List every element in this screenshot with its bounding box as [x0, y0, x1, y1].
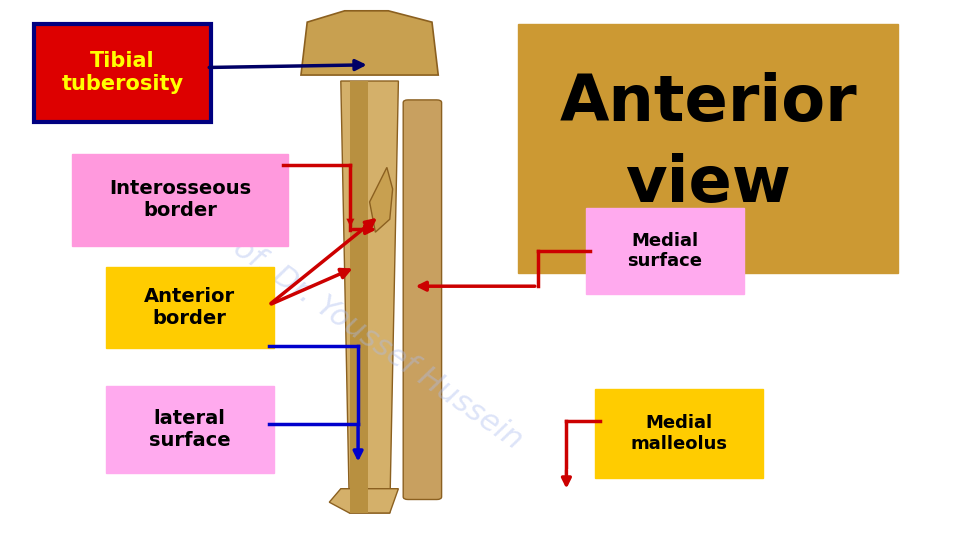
Text: Prof. Dr. Youssef Hussein: Prof. Dr. Youssef Hussein	[203, 215, 527, 455]
Polygon shape	[370, 167, 393, 232]
Text: Anterior
border: Anterior border	[144, 287, 235, 328]
Polygon shape	[301, 11, 438, 75]
Polygon shape	[329, 489, 398, 513]
Text: Tibial
tuberosity: Tibial tuberosity	[61, 51, 183, 94]
FancyBboxPatch shape	[72, 154, 288, 246]
FancyBboxPatch shape	[34, 24, 211, 122]
FancyBboxPatch shape	[403, 100, 442, 500]
FancyBboxPatch shape	[586, 208, 744, 294]
FancyBboxPatch shape	[106, 386, 274, 472]
Text: lateral
surface: lateral surface	[149, 409, 230, 450]
Text: Interosseous
border: Interosseous border	[108, 179, 252, 220]
Polygon shape	[341, 81, 398, 513]
FancyBboxPatch shape	[518, 24, 898, 273]
FancyBboxPatch shape	[595, 389, 763, 478]
Text: view: view	[625, 153, 791, 214]
Text: Medial
malleolus: Medial malleolus	[631, 414, 728, 453]
Text: Anterior: Anterior	[559, 72, 857, 133]
FancyBboxPatch shape	[106, 267, 274, 348]
Polygon shape	[350, 81, 368, 513]
Text: Medial
surface: Medial surface	[627, 232, 703, 271]
